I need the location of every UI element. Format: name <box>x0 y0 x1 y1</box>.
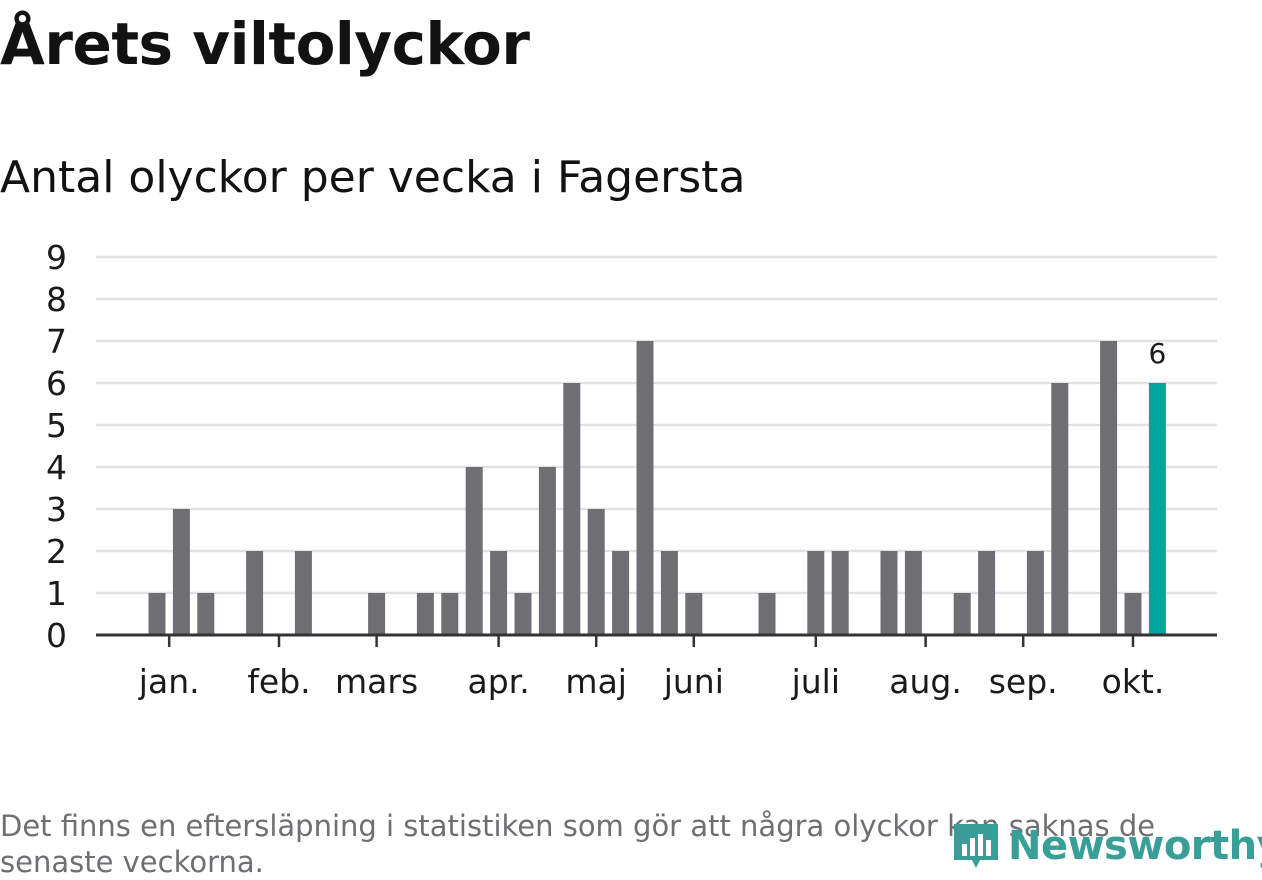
y-tick-label: 1 <box>46 574 67 613</box>
bar <box>807 551 825 635</box>
bar <box>636 341 654 635</box>
y-tick-label: 7 <box>46 322 67 361</box>
bar <box>294 551 312 635</box>
bar <box>197 593 215 635</box>
y-tick-label: 2 <box>46 532 67 571</box>
bar <box>953 593 971 635</box>
x-tick-label: mars <box>335 662 418 701</box>
bar <box>904 551 922 635</box>
bar <box>1100 341 1118 635</box>
bar <box>1026 551 1044 635</box>
x-tick-label: maj <box>565 662 627 701</box>
bar <box>1051 383 1069 635</box>
last-value-label: 6 <box>1148 337 1166 370</box>
y-tick-label: 6 <box>46 364 67 403</box>
y-tick-label: 0 <box>46 616 67 655</box>
bars <box>148 341 1166 635</box>
newsworthy-logo-text: Newsworthy <box>1008 823 1262 869</box>
x-tick-label: aug. <box>889 662 962 701</box>
grid-lines <box>96 255 1217 595</box>
bar <box>490 551 508 635</box>
bar <box>685 593 703 635</box>
bar <box>563 383 581 635</box>
chart-title: Årets viltolyckor <box>0 10 530 78</box>
x-tick-label: juli <box>791 662 840 701</box>
bar <box>172 509 190 635</box>
x-tick-label: okt. <box>1102 662 1165 701</box>
data-labels: 6 <box>1148 337 1166 370</box>
x-tick-label: juni <box>663 662 724 701</box>
bar <box>514 593 532 635</box>
x-tick-label: jan. <box>138 662 200 701</box>
y-tick-label: 3 <box>46 490 67 529</box>
newsworthy-logo: Newsworthy <box>950 820 1262 872</box>
y-tick-label: 9 <box>46 238 67 277</box>
bar <box>978 551 996 635</box>
bar <box>587 509 605 635</box>
bar <box>660 551 678 635</box>
bar <box>441 593 459 635</box>
chart-subtitle: Antal olyckor per vecka i Fagersta <box>0 152 746 203</box>
x-axis-ticks: jan. feb. mars apr. maj juni juli aug. sep. okt. <box>138 635 1165 701</box>
bar <box>368 593 386 635</box>
y-tick-label: 4 <box>46 448 67 487</box>
x-tick-label: feb. <box>247 662 310 701</box>
x-tick-label: sep. <box>989 662 1058 701</box>
bar-highlighted <box>1148 383 1166 635</box>
bar <box>538 467 556 635</box>
newsworthy-logo-icon <box>954 824 998 868</box>
bar <box>246 551 264 635</box>
bar <box>612 551 630 635</box>
y-tick-label: 8 <box>46 280 67 319</box>
bar <box>148 593 166 635</box>
x-tick-label: apr. <box>467 662 529 701</box>
bar <box>416 593 434 635</box>
bar <box>831 551 849 635</box>
bar <box>880 551 898 635</box>
y-tick-label: 5 <box>46 406 67 445</box>
bar <box>465 467 483 635</box>
bar <box>1124 593 1142 635</box>
bar <box>758 593 776 635</box>
